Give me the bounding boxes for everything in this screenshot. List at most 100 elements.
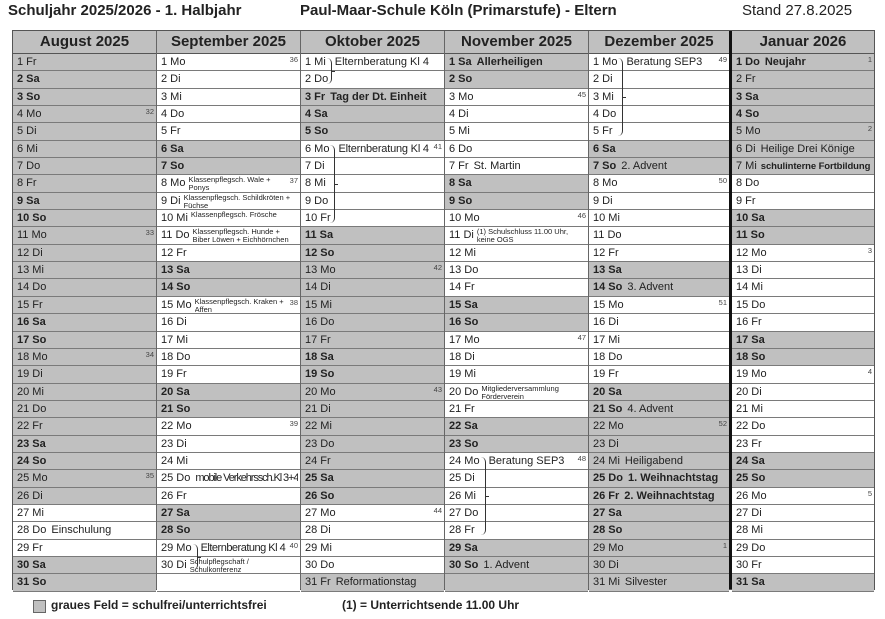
week-number: 43 (433, 384, 442, 394)
day-label: 21 So (593, 402, 623, 415)
day-label: 10 Mi (161, 212, 188, 225)
day-label: 11 Do (593, 229, 622, 242)
day-row: 8 Do (732, 175, 874, 193)
week-number: 44 (433, 505, 442, 515)
day-label: 4 Do (161, 108, 185, 121)
day-row: 13 Mo 42 (301, 262, 444, 280)
day-label: 1 Mo (161, 56, 186, 68)
week-number: 2 (867, 124, 872, 134)
day-label: 10 Mo (449, 212, 480, 225)
day-row: 19 So (301, 366, 444, 384)
day-row: 14 Do (13, 279, 156, 297)
day-label: 8 Sa (449, 177, 472, 190)
day-label: 30 Do (305, 558, 335, 571)
day-label: 13 Di (736, 264, 762, 277)
day-label: 6 Mi (17, 142, 38, 155)
calendar-grid: August 2025 1 Fr 2 Sa 3 So 4 Mo 32 5 Di 6 Mi 7 D… (12, 30, 875, 592)
day-row: 3 So (13, 88, 156, 107)
event-note: Elternberatung Kl 4 (334, 56, 429, 68)
day-row: 27 Mo 44 (301, 504, 444, 523)
day-label: 22 Do (736, 420, 766, 433)
day-label: 3 Fr (305, 90, 326, 103)
event-note: Einschulung (51, 524, 112, 537)
day-row: 21 Fr (445, 400, 588, 419)
day-label: 23 Fr (736, 437, 762, 450)
day-label: 3 Mi (161, 90, 182, 103)
event-note: Mitgliederversammlung Förderverein (481, 384, 559, 401)
week-number: 1 (722, 540, 727, 550)
day-row: 30 Di (589, 556, 729, 575)
day-row: 30 Do (301, 556, 444, 575)
day-label: 12 Fr (161, 246, 187, 259)
day-row: 4 Sa (301, 106, 444, 124)
legend-gray-text: graues Feld = schulfrei/unterrichtsfrei (51, 598, 267, 612)
day-label: 14 Di (305, 281, 331, 294)
day-label: 19 Fr (593, 368, 619, 381)
event-note: Neujahr (764, 56, 806, 68)
day-label: 2 So (449, 73, 473, 86)
day-row: 18 Do (157, 348, 300, 367)
day-row: 23 Di (157, 435, 300, 453)
day-label: 1 Sa (449, 56, 472, 68)
day-row: 7 So (157, 158, 300, 176)
range-brace-icon (193, 543, 201, 571)
day-label: 29 Fr (17, 541, 43, 554)
day-row: 29 Fr (13, 539, 156, 557)
day-row: 31 Fr Reformationstag (301, 574, 444, 592)
day-row: 24 So (13, 452, 156, 471)
day-row: 5 Fr (589, 123, 729, 141)
day-row: 16 Di (589, 314, 729, 332)
day-label: 28 Di (305, 524, 331, 537)
day-row: 8 Mo Klassenpflegsch. Wale + Ponys 37 (157, 175, 300, 193)
day-label: 21 Mi (736, 402, 763, 415)
event-note: Heiligabend (624, 454, 684, 467)
day-row: 22 Mi (301, 418, 444, 436)
month-header: September 2025 (157, 31, 300, 54)
day-row: 3 Mi (157, 88, 300, 107)
day-row: 25 Di (445, 470, 588, 488)
day-label: 26 Fr (161, 489, 187, 502)
day-row: 10 Mo 46 (445, 210, 588, 228)
event-note: Klassenpflegsch. Hunde + Biber Löwen + E… (192, 228, 289, 245)
day-label: 2 Do (305, 73, 329, 86)
day-label: 27 Sa (593, 506, 622, 519)
day-row: 1 Fr (13, 54, 156, 72)
day-row: 17 Sa (732, 331, 874, 349)
day-label: 22 Sa (449, 420, 478, 433)
day-label: 9 Do (305, 194, 329, 207)
day-label: 18 Do (161, 350, 191, 363)
range-brace-icon (481, 457, 489, 536)
day-row: 7 Mi schulinterne Fortbildung (732, 158, 874, 176)
day-row: 3 Mo 45 (445, 88, 588, 107)
day-row: 22 Mo 39 (157, 418, 300, 436)
day-row: 12 Mo 3 (732, 244, 874, 263)
day-label: 15 Do (736, 298, 766, 311)
day-row: 12 Fr (157, 244, 300, 263)
day-label: 17 Mo (449, 333, 480, 346)
day-label: 17 Mi (161, 333, 188, 346)
day-row: 19 Di (13, 366, 156, 384)
day-row: 13 Do (445, 262, 588, 280)
day-label: 24 Sa (736, 454, 765, 467)
day-label: 7 Mi (736, 160, 757, 173)
day-row: 17 Fr (301, 331, 444, 349)
day-label: 4 Sa (305, 108, 328, 121)
event-note: Tag der Dt. Einheit (330, 90, 427, 103)
day-row: 22 Mo 52 (589, 418, 729, 436)
day-row: 31 Sa (732, 574, 874, 592)
month-column: September 2025 1 Mo 36 2 Di 3 Mi 4 Do 5 Fr 6 Sa… (157, 31, 301, 592)
day-label: 8 Mo (161, 177, 186, 190)
day-row: 16 Di (157, 314, 300, 332)
week-number: 49 (718, 55, 727, 64)
day-row: 23 Do (301, 435, 444, 453)
day-row: 26 So (301, 487, 444, 505)
day-label: 24 Fr (305, 454, 331, 467)
day-label: 22 Fr (17, 420, 43, 433)
day-row: 8 Mo 50 (589, 175, 729, 193)
day-label: 26 Mo (736, 489, 767, 502)
day-label: 3 Mi (593, 90, 614, 103)
event-note: Elternberatung Kl 4 (200, 541, 286, 554)
day-row: 6 Do (445, 140, 588, 159)
day-label: 13 Mo (305, 264, 336, 277)
day-row: 13 Mi (13, 262, 156, 280)
